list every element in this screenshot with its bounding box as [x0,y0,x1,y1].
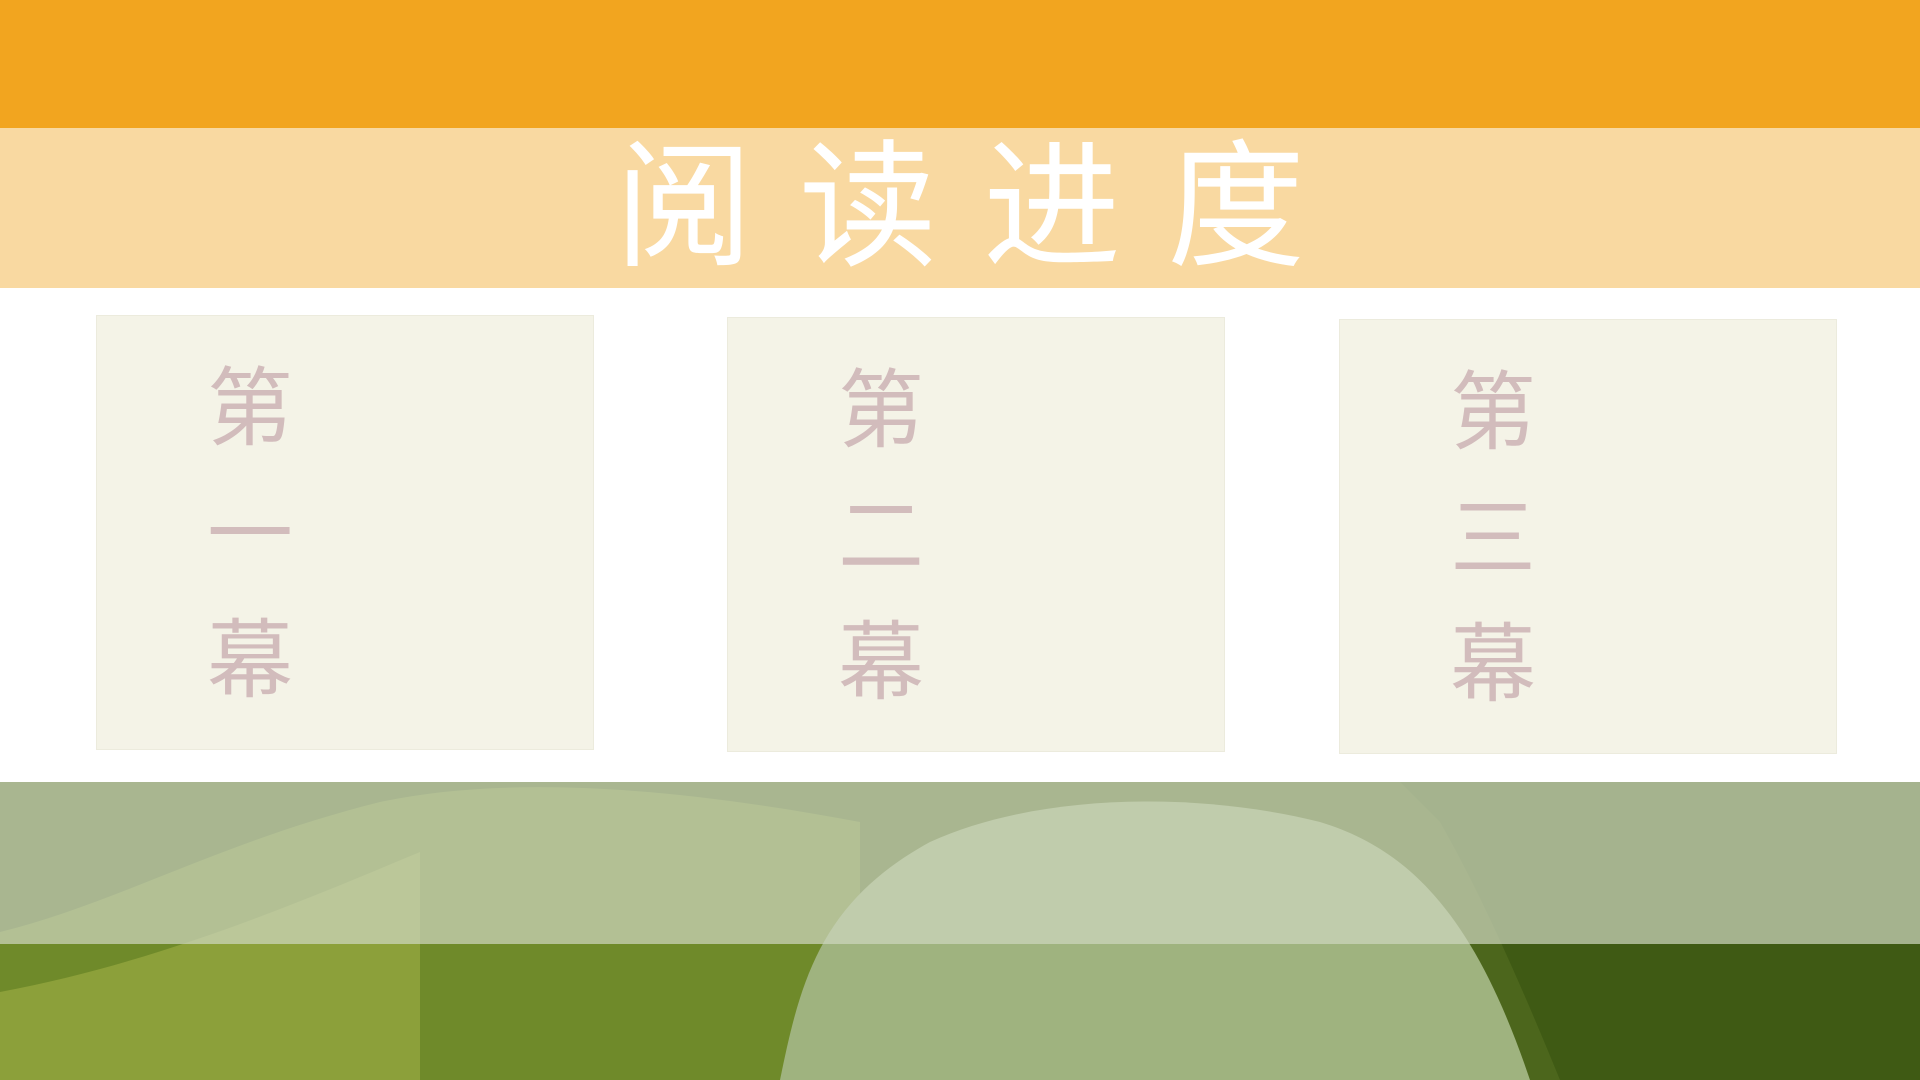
act-card-1[interactable]: 第一幕 [96,315,594,750]
page-title: 阅读进度 [614,127,1351,288]
top-orange-band [0,0,1920,128]
act-card-label: 第二幕 [838,361,924,713]
act-card-label: 第一幕 [207,359,293,711]
bottom-light-overlay [0,782,1920,944]
act-card-3[interactable]: 第三幕 [1339,319,1837,754]
act-card-2[interactable]: 第二幕 [727,317,1225,752]
title-band [0,128,1920,288]
act-card-label: 第三幕 [1450,363,1536,715]
bottom-landscape-band [0,782,1920,1080]
